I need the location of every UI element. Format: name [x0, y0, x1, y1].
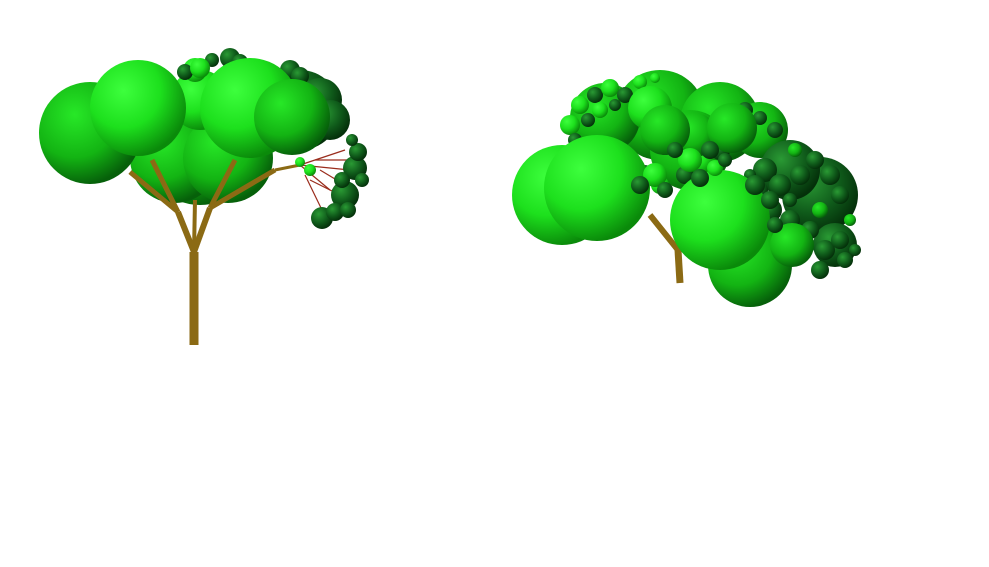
leaf-cluster-icon	[512, 103, 814, 307]
tree-trunk	[128, 158, 301, 345]
upright-branching-tree	[39, 48, 369, 345]
leaf-cluster-icon	[295, 134, 369, 229]
leaning-bushy-tree	[512, 70, 861, 307]
leaf-cluster-icon	[631, 141, 797, 233]
leaf-cluster-icon	[39, 58, 330, 184]
